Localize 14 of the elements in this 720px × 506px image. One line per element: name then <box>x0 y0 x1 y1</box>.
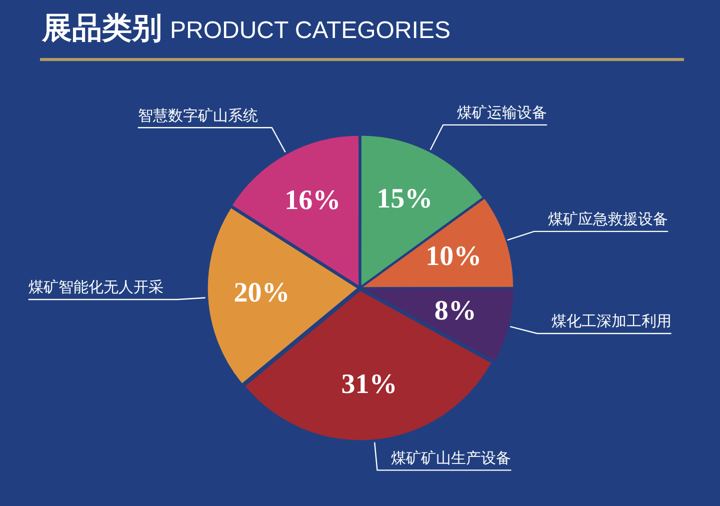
slice-label: 煤矿运输设备 <box>457 104 548 122</box>
slice-label: 智慧数字矿山系统 <box>138 107 258 124</box>
data-label: 16% <box>284 184 341 216</box>
data-label: 8% <box>434 296 476 327</box>
slice-label: 煤矿智能化无人开采 <box>28 279 164 296</box>
data-label: 31% <box>341 369 398 400</box>
data-label: 15% <box>376 184 433 215</box>
chart-title: 展品类别 <box>42 12 162 45</box>
slice-label: 煤化工深加工利用 <box>551 313 672 330</box>
slice-label: 煤矿应急救援设备 <box>548 211 668 228</box>
slice-label: 煤矿矿山生产设备 <box>391 450 512 467</box>
chart-subtitle: PRODUCT CATEGORIES <box>170 17 450 44</box>
data-label: 20% <box>234 277 290 308</box>
data-label: 10% <box>426 240 482 272</box>
